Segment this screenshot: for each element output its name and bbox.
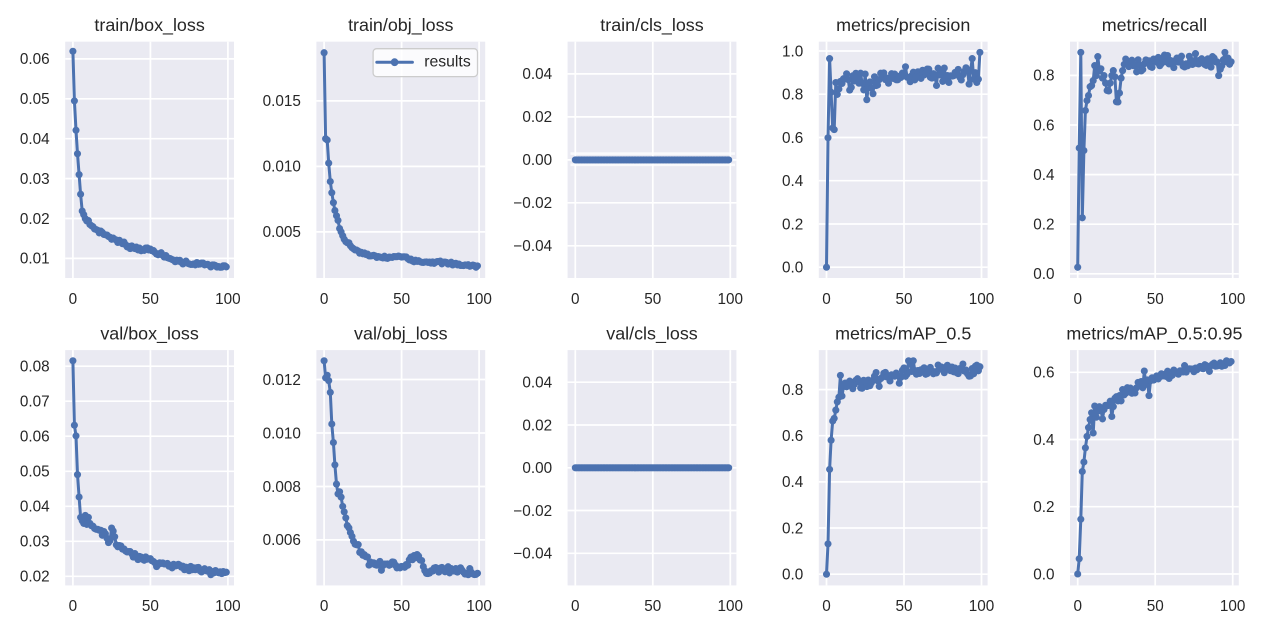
- svg-text:50: 50: [393, 598, 410, 615]
- svg-text:0.6: 0.6: [1033, 365, 1054, 382]
- svg-text:100: 100: [466, 598, 492, 615]
- svg-text:0.06: 0.06: [20, 429, 50, 446]
- svg-text:0: 0: [69, 291, 78, 308]
- svg-text:0: 0: [822, 598, 831, 615]
- svg-text:0.02: 0.02: [20, 569, 50, 586]
- svg-text:−0.04: −0.04: [513, 238, 552, 255]
- svg-text:0.04: 0.04: [522, 375, 552, 392]
- svg-text:0.8: 0.8: [1033, 68, 1054, 85]
- svg-text:val/cls_loss: val/cls_loss: [606, 323, 698, 344]
- svg-text:0.015: 0.015: [263, 93, 301, 110]
- svg-text:metrics/precision: metrics/precision: [836, 15, 970, 35]
- svg-text:0.2: 0.2: [1033, 499, 1054, 516]
- svg-text:100: 100: [1220, 598, 1246, 615]
- svg-text:−0.02: −0.02: [513, 503, 552, 520]
- svg-text:0.03: 0.03: [20, 534, 50, 551]
- svg-text:0.04: 0.04: [20, 499, 50, 516]
- svg-text:50: 50: [1147, 598, 1164, 615]
- svg-text:0.4: 0.4: [1033, 432, 1055, 449]
- svg-text:0.01: 0.01: [20, 251, 50, 268]
- svg-text:metrics/mAP_0.5: metrics/mAP_0.5: [835, 323, 971, 344]
- svg-text:0.4: 0.4: [782, 173, 804, 190]
- svg-text:1.0: 1.0: [782, 43, 803, 60]
- svg-text:100: 100: [969, 598, 995, 615]
- svg-text:100: 100: [1220, 291, 1246, 308]
- svg-text:50: 50: [644, 598, 661, 615]
- svg-text:0.005: 0.005: [263, 224, 301, 241]
- svg-text:val/box_loss: val/box_loss: [100, 323, 199, 344]
- svg-text:0.010: 0.010: [263, 425, 301, 442]
- svg-text:100: 100: [466, 291, 492, 308]
- svg-text:0.8: 0.8: [782, 87, 803, 104]
- svg-text:50: 50: [142, 598, 159, 615]
- svg-text:0.05: 0.05: [20, 464, 50, 481]
- svg-text:0.00: 0.00: [522, 460, 552, 477]
- svg-text:0.05: 0.05: [20, 91, 50, 108]
- svg-text:0.04: 0.04: [522, 66, 552, 83]
- svg-text:0.07: 0.07: [20, 394, 50, 411]
- svg-text:50: 50: [895, 598, 912, 615]
- svg-text:0.6: 0.6: [1033, 117, 1054, 134]
- svg-text:0.4: 0.4: [1033, 167, 1055, 184]
- svg-text:0.2: 0.2: [782, 520, 803, 537]
- svg-text:50: 50: [895, 291, 912, 308]
- svg-text:0.03: 0.03: [20, 171, 50, 188]
- svg-text:0.02: 0.02: [20, 211, 50, 228]
- svg-text:100: 100: [718, 598, 744, 615]
- svg-text:0.0: 0.0: [782, 567, 803, 584]
- svg-text:100: 100: [969, 291, 995, 308]
- svg-text:50: 50: [393, 291, 410, 308]
- svg-text:0.4: 0.4: [782, 474, 804, 491]
- svg-text:0: 0: [69, 598, 78, 615]
- svg-text:train/obj_loss: train/obj_loss: [348, 15, 453, 36]
- svg-text:0: 0: [822, 291, 831, 308]
- svg-text:50: 50: [1147, 291, 1164, 308]
- svg-text:0.8: 0.8: [782, 382, 803, 399]
- svg-text:0: 0: [571, 291, 580, 308]
- svg-text:metrics/recall: metrics/recall: [1102, 15, 1207, 35]
- svg-text:0.2: 0.2: [782, 216, 803, 233]
- svg-text:0.0: 0.0: [1033, 566, 1054, 583]
- svg-text:100: 100: [215, 291, 241, 308]
- svg-text:50: 50: [142, 291, 159, 308]
- svg-text:val/obj_loss: val/obj_loss: [354, 323, 448, 344]
- svg-text:metrics/mAP_0.5:0.95: metrics/mAP_0.5:0.95: [1066, 323, 1242, 344]
- svg-text:results: results: [424, 54, 471, 71]
- svg-text:0.012: 0.012: [263, 372, 301, 389]
- svg-text:0.2: 0.2: [1033, 217, 1054, 234]
- svg-text:100: 100: [718, 291, 744, 308]
- svg-text:100: 100: [215, 598, 241, 615]
- svg-text:0: 0: [571, 598, 580, 615]
- svg-text:0: 0: [1073, 291, 1082, 308]
- svg-text:−0.02: −0.02: [513, 195, 552, 212]
- svg-text:0.0: 0.0: [782, 260, 803, 277]
- svg-text:50: 50: [644, 291, 661, 308]
- svg-text:0: 0: [320, 598, 329, 615]
- svg-text:0.6: 0.6: [782, 428, 803, 445]
- svg-text:0.02: 0.02: [522, 109, 552, 126]
- svg-text:0.04: 0.04: [20, 131, 50, 148]
- svg-text:0.08: 0.08: [20, 359, 50, 376]
- svg-text:0.6: 0.6: [782, 130, 803, 147]
- svg-text:−0.04: −0.04: [513, 546, 552, 563]
- svg-text:0.00: 0.00: [522, 152, 552, 169]
- svg-text:0.0: 0.0: [1033, 266, 1054, 283]
- svg-text:0.02: 0.02: [522, 417, 552, 434]
- svg-text:0.006: 0.006: [263, 532, 301, 549]
- svg-text:train/cls_loss: train/cls_loss: [600, 15, 703, 36]
- svg-text:0: 0: [1073, 598, 1082, 615]
- svg-text:0.010: 0.010: [263, 159, 301, 176]
- svg-text:0: 0: [320, 291, 329, 308]
- svg-text:0.008: 0.008: [263, 479, 301, 496]
- svg-text:0.06: 0.06: [20, 51, 50, 68]
- svg-text:train/box_loss: train/box_loss: [94, 15, 204, 36]
